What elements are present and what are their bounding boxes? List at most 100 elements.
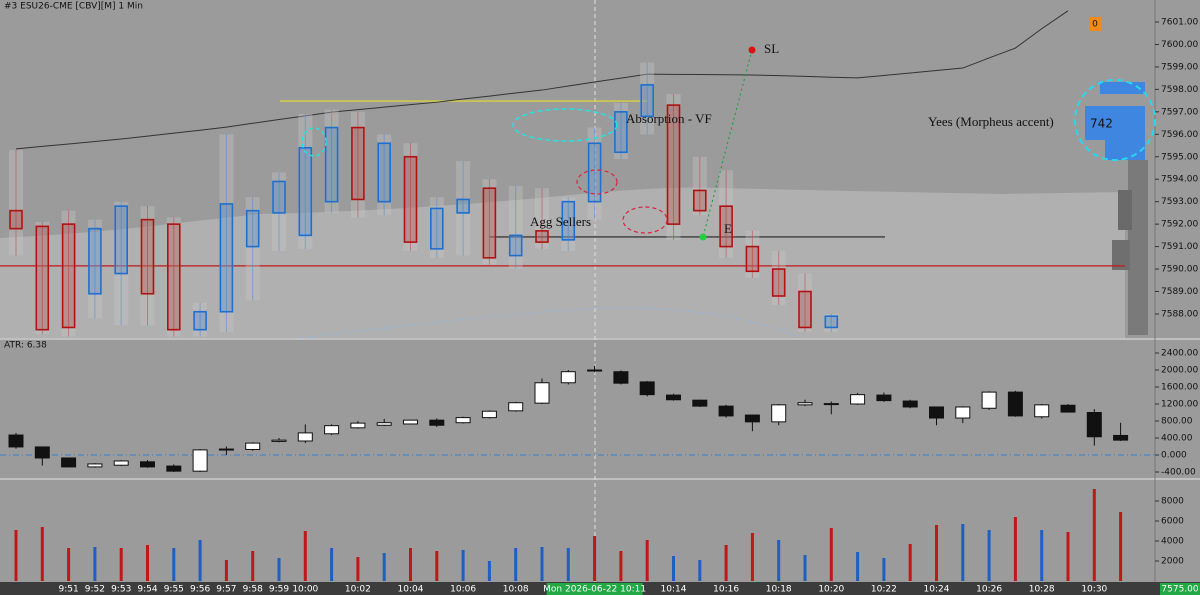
volume-bar — [908, 544, 912, 581]
volume-bar — [619, 551, 623, 581]
candle-range — [719, 170, 734, 258]
candle-body — [613, 371, 629, 384]
volume-bar — [540, 547, 544, 581]
candle-body — [823, 403, 839, 406]
highlight-circle — [1074, 79, 1156, 161]
candle-body — [245, 209, 260, 248]
trade-line — [702, 49, 753, 238]
candle-body — [1060, 404, 1076, 413]
candle-body — [481, 410, 497, 419]
y-tick-label: 7598.00 — [1161, 85, 1198, 95]
candle-body — [745, 245, 760, 273]
candle-body — [8, 434, 24, 448]
candle-range — [745, 230, 760, 279]
y-tick-label: 7593.00 — [1161, 197, 1198, 207]
candle-body — [297, 432, 313, 442]
volume-bar — [330, 548, 334, 581]
volume-bar — [882, 558, 886, 581]
candle-range — [587, 127, 602, 220]
y-tick-label: 2000 — [1161, 557, 1184, 567]
candle-body — [324, 425, 340, 435]
cursor-time-bg — [546, 583, 643, 595]
candle-body — [508, 402, 524, 412]
y-tick-label: 7591.00 — [1161, 242, 1198, 252]
volume-bar — [593, 536, 597, 581]
volume-bar — [14, 530, 18, 581]
volume-bar — [93, 547, 97, 581]
candle-range — [324, 109, 339, 213]
volume-bar — [777, 540, 781, 581]
candle-body — [902, 400, 918, 408]
candle-body — [1007, 391, 1023, 417]
volume-bar — [645, 540, 649, 581]
y-tick-label: 7590.00 — [1161, 265, 1198, 275]
candle-body — [850, 394, 866, 405]
volume-bar — [566, 548, 570, 581]
highlight-circle — [512, 108, 618, 142]
profile-bar — [1118, 190, 1132, 230]
volume-bar — [382, 553, 386, 581]
y-tick-label: 8000 — [1161, 497, 1184, 507]
candle-body — [403, 419, 418, 425]
candle-range — [561, 197, 576, 252]
annotation: SL — [764, 41, 779, 56]
candle-body — [88, 227, 102, 295]
profile-bar — [1128, 160, 1148, 335]
x-tick-label: 9:58 — [243, 585, 263, 595]
volume-bar — [698, 560, 702, 581]
candle-body — [560, 371, 576, 384]
y-tick-label: 7588.00 — [1161, 309, 1198, 319]
y-tick-label: 7596.00 — [1161, 130, 1198, 140]
candle-body — [587, 369, 603, 372]
candle-range — [272, 172, 286, 252]
volume-bar — [409, 548, 412, 581]
candle-body — [114, 205, 128, 275]
y-tick-label: 7589.00 — [1161, 287, 1198, 297]
candle-body — [1034, 404, 1050, 418]
candle-body — [666, 394, 681, 401]
candle-body — [614, 111, 628, 154]
candle-range — [114, 201, 129, 326]
profile-bar — [1100, 82, 1145, 94]
y-tick-label: 7592.00 — [1161, 220, 1198, 230]
candle-body — [535, 230, 549, 243]
x-tick-label: 10:16 — [713, 585, 739, 595]
annotation: Absorption - VF — [626, 111, 712, 126]
candle-body — [140, 461, 155, 468]
candle-body — [824, 315, 839, 329]
candle-body — [245, 442, 261, 450]
y-tick-label: 7601.00 — [1161, 18, 1198, 28]
candle-body — [876, 394, 892, 402]
candle-body — [719, 205, 733, 248]
y-tick-label: 2400.00 — [1161, 349, 1198, 359]
y-tick-label: 4000 — [1161, 537, 1184, 547]
candle-body — [561, 200, 576, 241]
x-tick-label: 10:06 — [450, 585, 476, 595]
candle-body — [639, 381, 655, 396]
y-tick-label: 6000 — [1161, 517, 1184, 527]
candle-body — [193, 310, 207, 331]
candle-range — [482, 179, 497, 265]
volume-bar — [356, 557, 360, 581]
x-tick-label: 10:04 — [398, 585, 424, 595]
panel-title: ATR: 6.38 — [4, 341, 47, 351]
candle-body — [219, 203, 234, 313]
volume-bar — [1066, 532, 1070, 581]
candle-body — [351, 126, 365, 201]
candle-range — [666, 93, 681, 240]
highlight-circle — [576, 169, 618, 195]
x-tick-label: 10:30 — [1081, 585, 1107, 595]
candle-body — [272, 180, 286, 214]
candle-body — [666, 104, 681, 225]
y-tick-label: -400.00 — [1161, 468, 1196, 478]
plot-layer: 7601.00 7600.00 7599.00 7598.00 7597.00 7596.… — [0, 10, 1198, 595]
candle-body — [455, 417, 471, 424]
volume-bar — [935, 525, 938, 581]
candle-body — [482, 187, 497, 259]
volume-bar — [1040, 530, 1044, 581]
y-tick-label: 1200.00 — [1161, 400, 1198, 410]
candle-body — [298, 146, 313, 237]
y-tick-label: 400.00 — [1161, 434, 1193, 444]
candle-range — [535, 188, 549, 249]
